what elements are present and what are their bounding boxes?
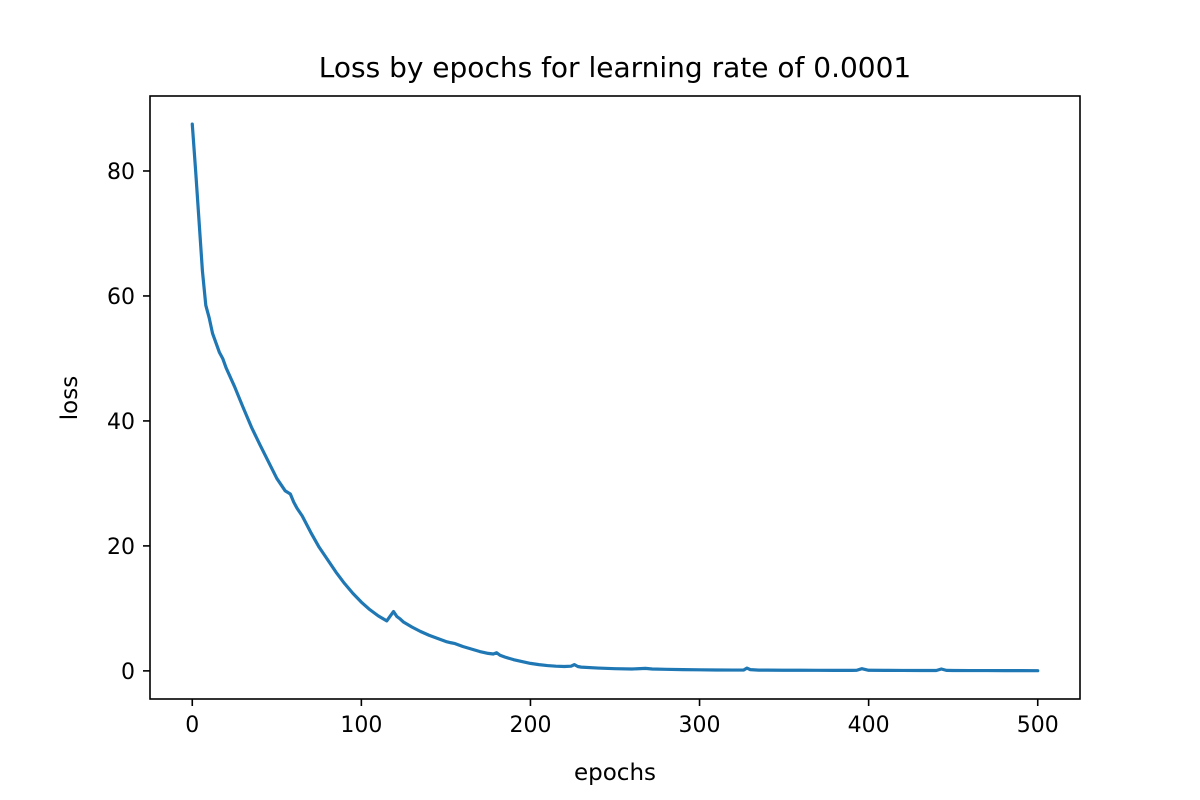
y-axis-label: loss <box>57 376 83 420</box>
axes-frame <box>149 95 1081 700</box>
y-tick-label: 60 <box>107 285 135 310</box>
chart-title: Loss by epochs for learning rate of 0.00… <box>319 51 911 84</box>
x-axis: 0 100 200 300 400 500 <box>185 699 1059 738</box>
y-tick-label: 40 <box>107 410 135 435</box>
y-tick-label: 80 <box>107 160 135 185</box>
y-tick-label: 0 <box>121 660 135 685</box>
y-tick-label: 20 <box>107 535 135 560</box>
x-tick-label: 100 <box>340 713 382 738</box>
series-line-0 <box>190 122 1040 673</box>
x-tick-label: 400 <box>848 713 890 738</box>
x-axis-label: epochs <box>574 760 656 786</box>
x-tick-label: 200 <box>509 713 551 738</box>
x-tick-label: 0 <box>185 713 199 738</box>
x-tick-label: 300 <box>679 713 721 738</box>
x-tick-label: 500 <box>1017 713 1059 738</box>
y-axis: 0 20 40 60 80 <box>107 160 150 685</box>
plot-area <box>190 122 1040 673</box>
